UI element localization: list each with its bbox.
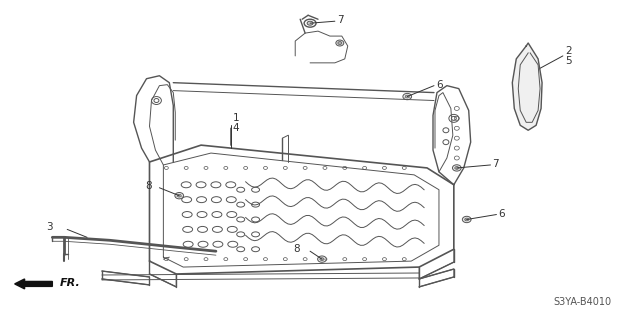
Text: 7: 7 xyxy=(493,159,499,169)
Ellipse shape xyxy=(405,95,409,98)
Text: FR.: FR. xyxy=(60,278,80,288)
Ellipse shape xyxy=(338,42,342,44)
Ellipse shape xyxy=(175,193,184,199)
Text: 6: 6 xyxy=(499,209,505,219)
Text: 5: 5 xyxy=(565,56,572,66)
Text: 4: 4 xyxy=(233,123,239,133)
Text: 7: 7 xyxy=(337,15,344,25)
Text: 2: 2 xyxy=(565,46,572,56)
FancyArrow shape xyxy=(15,279,52,289)
Polygon shape xyxy=(512,43,542,130)
Ellipse shape xyxy=(177,194,181,197)
Text: 8: 8 xyxy=(145,181,152,191)
Ellipse shape xyxy=(317,256,326,262)
Ellipse shape xyxy=(462,216,471,223)
Ellipse shape xyxy=(465,218,468,221)
Ellipse shape xyxy=(336,40,344,46)
Ellipse shape xyxy=(403,93,412,100)
Text: 3: 3 xyxy=(45,222,52,232)
Ellipse shape xyxy=(452,165,461,171)
Ellipse shape xyxy=(320,258,324,260)
Ellipse shape xyxy=(455,166,459,169)
Ellipse shape xyxy=(307,21,313,25)
Text: 1: 1 xyxy=(233,113,239,124)
Text: 6: 6 xyxy=(436,80,443,90)
Text: S3YA-B4010: S3YA-B4010 xyxy=(553,297,611,307)
Text: 8: 8 xyxy=(294,244,300,254)
